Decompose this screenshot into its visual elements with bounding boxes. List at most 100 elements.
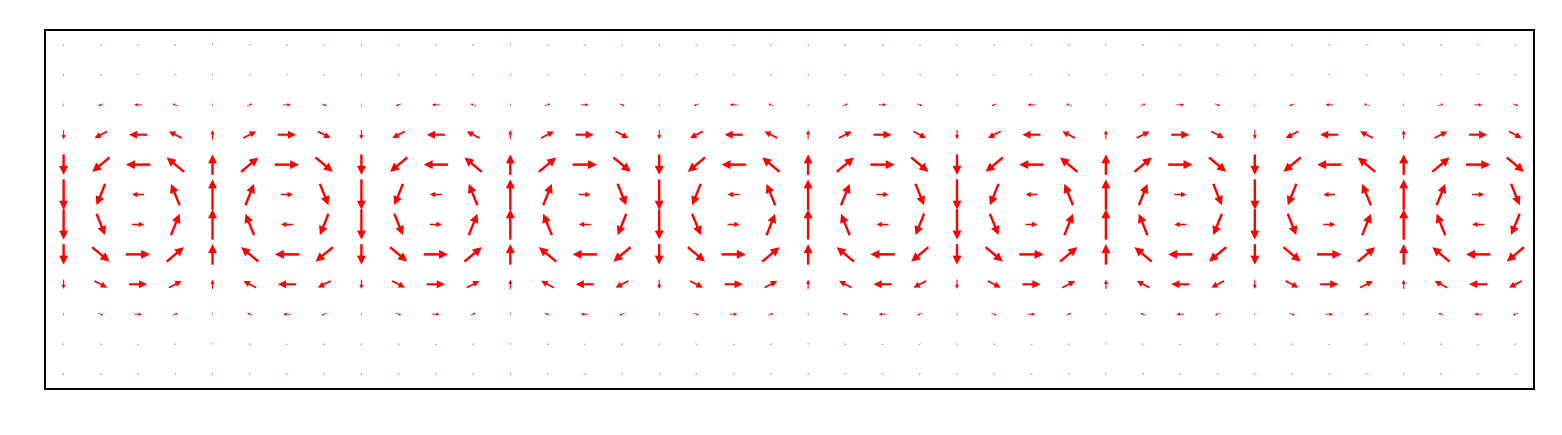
- arrow: [463, 247, 482, 263]
- arrow: [807, 43, 809, 47]
- arrow: [803, 154, 813, 175]
- arrow: [727, 191, 740, 198]
- arrow: [690, 130, 704, 139]
- arrow: [208, 244, 218, 265]
- arrow: [467, 213, 479, 236]
- arrow: [583, 343, 587, 345]
- arrow: [99, 373, 102, 375]
- arrow: [172, 312, 179, 316]
- arrow: [840, 213, 851, 236]
- arrow: [1101, 179, 1111, 210]
- arrow: [136, 74, 140, 76]
- arrow: [658, 372, 660, 376]
- arrow: [873, 130, 892, 139]
- arrow: [1365, 373, 1368, 376]
- arrow: [1254, 103, 1256, 107]
- arrow: [1254, 342, 1256, 346]
- arrow: [572, 249, 597, 259]
- arrow: [768, 103, 774, 107]
- arrow: [1328, 373, 1331, 375]
- arrow: [1286, 183, 1298, 206]
- arrow: [508, 279, 513, 289]
- arrow: [1138, 213, 1149, 236]
- arrow: [613, 246, 632, 262]
- arrow: [94, 280, 108, 288]
- arrow: [1363, 103, 1370, 107]
- arrow: [729, 312, 738, 316]
- arrow: [429, 191, 442, 198]
- arrow: [952, 179, 962, 210]
- arrow: [807, 372, 809, 376]
- arrow: [544, 312, 551, 316]
- arrow: [174, 44, 177, 46]
- arrow: [806, 130, 811, 140]
- arrow: [397, 74, 400, 76]
- arrow: [434, 74, 438, 76]
- arrow: [732, 373, 735, 375]
- arrow: [63, 372, 65, 376]
- arrow: [954, 130, 960, 140]
- arrow: [314, 156, 333, 172]
- arrow: [952, 209, 962, 240]
- arrow: [423, 249, 449, 259]
- arrow: [208, 209, 218, 240]
- arrow: [1399, 179, 1409, 210]
- arrow: [1250, 154, 1260, 175]
- arrow: [168, 131, 183, 139]
- arrow: [1168, 249, 1193, 259]
- arrow: [95, 213, 106, 236]
- arrow: [283, 103, 291, 107]
- arrow: [434, 343, 438, 345]
- arrow: [1505, 156, 1525, 172]
- arrow: [393, 213, 404, 236]
- arrow: [870, 249, 895, 259]
- arrow: [658, 103, 660, 107]
- arrow: [423, 160, 449, 170]
- arrow: [390, 156, 409, 172]
- arrow: [63, 43, 65, 47]
- arrow: [1401, 279, 1406, 289]
- arrow: [211, 103, 214, 107]
- arrow: [1174, 221, 1187, 228]
- arrow: [918, 43, 921, 46]
- arrow: [1472, 191, 1485, 198]
- arrow: [546, 44, 549, 46]
- arrow: [59, 179, 69, 210]
- arrow: [1176, 312, 1185, 316]
- arrow: [1027, 312, 1036, 316]
- arrow: [1067, 373, 1070, 376]
- arrow: [466, 280, 480, 289]
- arrow: [956, 312, 958, 316]
- arrow: [434, 373, 438, 375]
- arrow: [956, 73, 958, 77]
- arrow: [356, 244, 366, 265]
- arrow: [1254, 372, 1256, 376]
- arrow: [1328, 44, 1331, 46]
- arrow: [323, 373, 326, 375]
- arrow: [1250, 209, 1260, 240]
- arrow: [687, 156, 706, 172]
- arrow: [1059, 247, 1078, 263]
- arrow: [765, 213, 777, 236]
- arrow: [762, 157, 781, 173]
- arrow: [509, 342, 511, 346]
- arrow: [876, 191, 889, 198]
- arrow: [241, 247, 260, 263]
- arrow: [1439, 74, 1443, 76]
- arrow: [687, 246, 706, 262]
- arrow: [208, 179, 218, 210]
- arrow: [657, 130, 662, 140]
- arrow: [136, 44, 140, 46]
- arrow: [988, 213, 1000, 236]
- arrow: [210, 130, 215, 140]
- arrow: [63, 342, 65, 346]
- arrow: [991, 312, 997, 316]
- arrow: [1363, 312, 1370, 316]
- arrow: [1403, 43, 1405, 47]
- arrow: [1208, 246, 1227, 262]
- arrow: [993, 373, 996, 375]
- arrow: [807, 312, 809, 316]
- arrow: [61, 130, 66, 140]
- arrow: [1030, 373, 1033, 375]
